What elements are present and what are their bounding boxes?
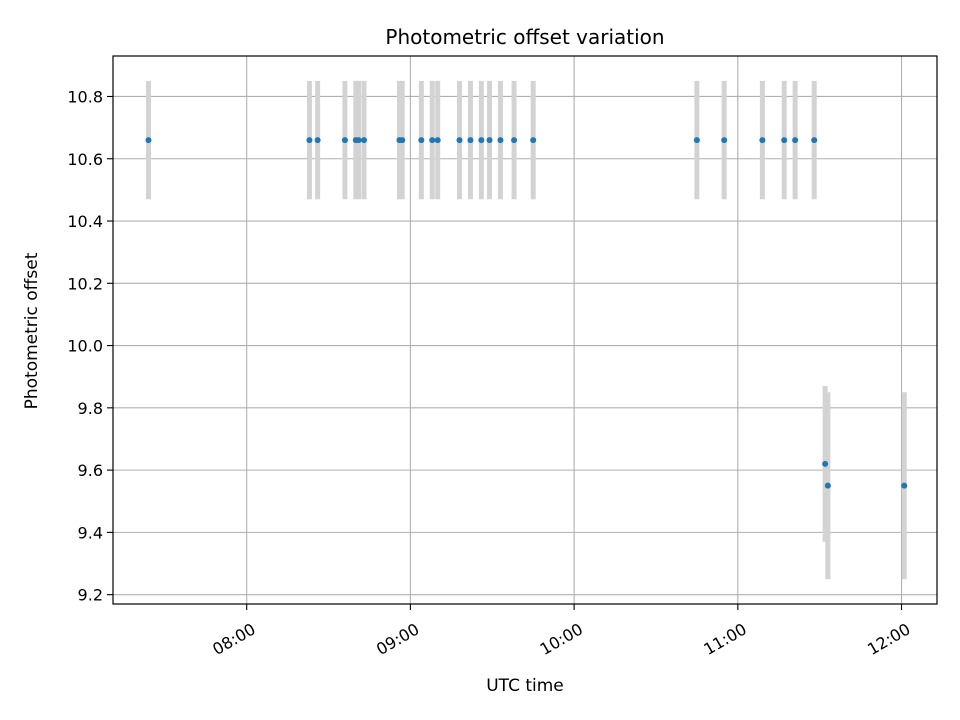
data-points (145, 137, 908, 489)
chart-title: Photometric offset variation (385, 25, 664, 49)
grid (113, 56, 937, 604)
data-point (759, 137, 766, 144)
x-tick-label: 11:00 (700, 619, 749, 659)
x-tick-label: 12:00 (864, 619, 913, 659)
data-point (792, 137, 799, 144)
y-tick-label: 9.6 (78, 461, 103, 480)
y-tick-label: 10.6 (67, 150, 103, 169)
data-point (721, 137, 728, 144)
y-tick-label: 10.2 (67, 274, 103, 293)
data-point (511, 137, 518, 144)
data-point (497, 137, 504, 144)
data-point (429, 137, 436, 144)
data-point (781, 137, 788, 144)
data-point (693, 137, 700, 144)
y-tick-label: 10.4 (67, 212, 103, 231)
y-axis-ticks: 9.2 9.4 9.6 9.8 10.0 10.2 10.4 10.6 10.8 (67, 87, 113, 605)
y-tick-label: 9.8 (78, 399, 103, 418)
x-tick-label: 10:00 (537, 619, 586, 659)
data-point (456, 137, 463, 144)
data-point (314, 137, 321, 144)
data-point (467, 137, 474, 144)
data-point (822, 460, 829, 467)
y-tick-label: 10.8 (67, 87, 103, 106)
data-point (341, 137, 348, 144)
data-point (811, 137, 818, 144)
data-point (361, 137, 368, 144)
error-bars (145, 80, 907, 580)
data-point (434, 137, 441, 144)
data-point (901, 482, 908, 489)
data-point (478, 137, 485, 144)
data-point (418, 137, 425, 144)
data-point (355, 137, 362, 144)
x-axis-ticks: 08:00 09:00 10:00 11:00 12:00 (209, 604, 914, 659)
data-point (306, 137, 313, 144)
data-point (530, 137, 537, 144)
data-point (486, 137, 493, 144)
x-tick-label: 09:00 (373, 619, 422, 659)
y-axis-label: Photometric offset (22, 252, 42, 409)
data-point (145, 137, 152, 144)
x-tick-label: 08:00 (209, 619, 258, 659)
plot-frame (112, 55, 938, 605)
x-axis-label: UTC time (486, 676, 564, 696)
data-point (399, 137, 406, 144)
y-tick-label: 10.0 (67, 337, 103, 356)
y-tick-label: 9.2 (78, 586, 103, 605)
data-point (824, 482, 831, 489)
y-tick-label: 9.4 (78, 523, 103, 542)
